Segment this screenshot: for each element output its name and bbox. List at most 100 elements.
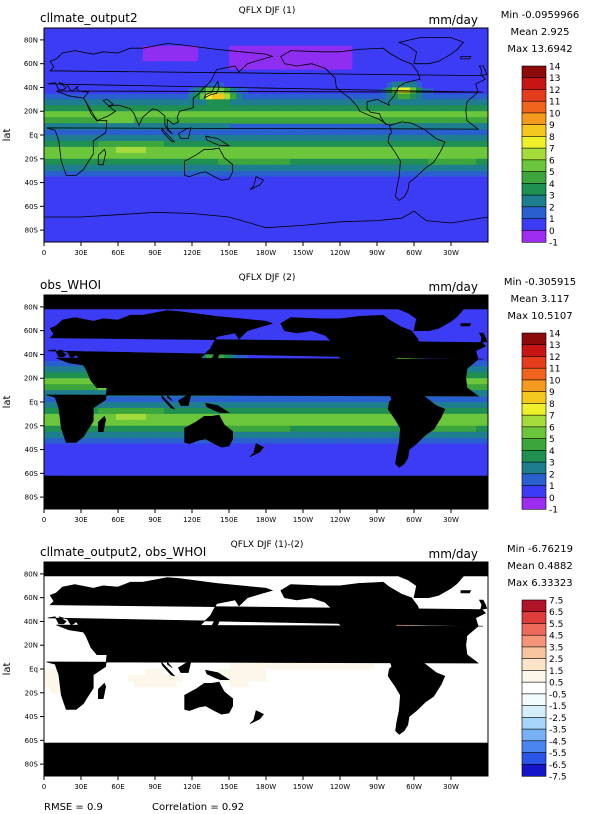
colorbar-label: 9 [549,121,555,131]
colorbar-segment [521,438,547,451]
y-tick-label: Eq [29,132,38,140]
y-tick-label: 40S [25,179,39,187]
y-tick-label: 40N [24,84,38,92]
colorbar-segment [521,356,547,369]
x-tick-label: 0 [42,249,46,257]
colorbar-segment [521,705,547,718]
colorbar-segment [521,599,547,613]
polar-mask-south [44,475,488,509]
continent-europe [47,43,487,135]
x-tick-label: 150W [293,516,313,524]
colorbar-label: 10 [549,109,561,119]
y-axis-label: lat [2,396,13,409]
colorbar-segment [521,136,547,149]
stat-min: Min -0.0959966 [501,10,580,21]
colorbar-label: 8 [549,400,555,410]
colorbar-label: 10 [549,376,561,386]
colorbar-segment [521,183,547,196]
x-tick-label: 150E [220,783,238,791]
x-tick-label: 180W [256,516,276,524]
continent-madagascar [98,682,107,699]
continent-iceland [460,323,472,327]
colorbar-label: 7 [549,145,555,155]
x-tick-label: 180W [256,249,276,257]
colorbar-label: 12 [549,353,560,363]
colorbar-label: 0.5 [549,679,563,689]
continent-uk [478,332,488,343]
colorbar-segment [521,229,547,243]
continent-japan [203,614,220,633]
colorbar-segment [521,658,547,671]
x-tick-label: 90W [369,783,385,791]
panel-center-title: QFLX DJF (1) [239,6,296,16]
panel-units: mm/day [429,547,479,561]
colorbar-label: 3 [549,459,555,469]
x-tick-label: 120W [330,516,350,524]
colorbar-label: 3.5 [549,643,563,653]
y-tick-label: 20S [25,155,39,163]
colorbar-segment [521,496,547,510]
colorbar-segment [521,681,547,695]
colorbar-segment [521,461,547,475]
x-tick-label: 150E [220,249,238,257]
x-tick-label: 60E [111,783,124,791]
continent-sumatra [160,661,175,677]
y-tick-label: 80S [25,494,39,502]
colorbar-segment [521,100,547,114]
y-tick-label: 40N [24,351,38,359]
colorbar-label: 13 [549,341,560,351]
colorbar-label: 9 [549,388,555,398]
stat-mean: Mean 0.4882 [507,561,572,572]
continent-europe [47,310,487,402]
colorbar-segment [521,740,547,754]
colorbar-segment [521,403,547,416]
continent-japan [203,347,220,366]
colorbar-label: -0.5 [549,690,567,700]
colorbar-label: 0 [549,227,555,237]
x-tick-label: 150W [293,783,313,791]
x-tick-label: 120E [183,516,201,524]
y-tick-label: 20N [24,642,38,650]
continent-greenland [397,37,464,65]
colorbar-label: 2 [549,203,555,213]
colorbar-label: 7 [549,412,555,422]
colorbar-label: -4.5 [549,737,567,747]
colorbar-label: 4 [549,180,555,190]
y-tick-label: 40S [25,446,39,454]
continent-australia [184,414,233,448]
continent-uk [478,65,488,77]
colorbar-segment [521,194,547,208]
x-tick-label: 0 [42,516,46,524]
stat-min: Min -0.305915 [504,277,576,288]
y-tick-label: 80N [24,303,38,311]
continent-antarctica [44,210,488,242]
y-tick-label: 40S [25,713,39,721]
stat-min: Min -6.76219 [507,544,573,555]
colorbar-segment [521,218,547,231]
colorbar-label: 14 [549,63,561,73]
colorbar-label: -2.5 [549,714,567,724]
colorbar-segment [521,450,547,463]
colorbar-segment [521,391,547,405]
y-tick-label: Eq [29,399,38,407]
continent-samerica [387,121,446,201]
continent-iceland [460,56,472,60]
colorbar-label: -5.5 [549,749,567,759]
colorbar-segment [521,159,547,173]
x-tick-label: 150W [293,249,313,257]
colorbar-segment [521,147,547,161]
x-tick-label: 30E [74,516,87,524]
y-tick-label: Eq [29,666,38,674]
y-tick-label: 20S [25,689,39,697]
stat-max: Max 10.5107 [507,311,572,322]
continent-uk [478,599,488,610]
colorbar-segment [521,485,547,498]
colorbar-label: 5 [549,435,555,445]
y-tick-label: 80N [24,570,38,578]
x-tick-label: 120W [330,249,350,257]
colorbar-label: 6 [549,156,555,166]
colorbar-label: 5 [549,168,555,178]
colorbar-segment [521,206,547,220]
